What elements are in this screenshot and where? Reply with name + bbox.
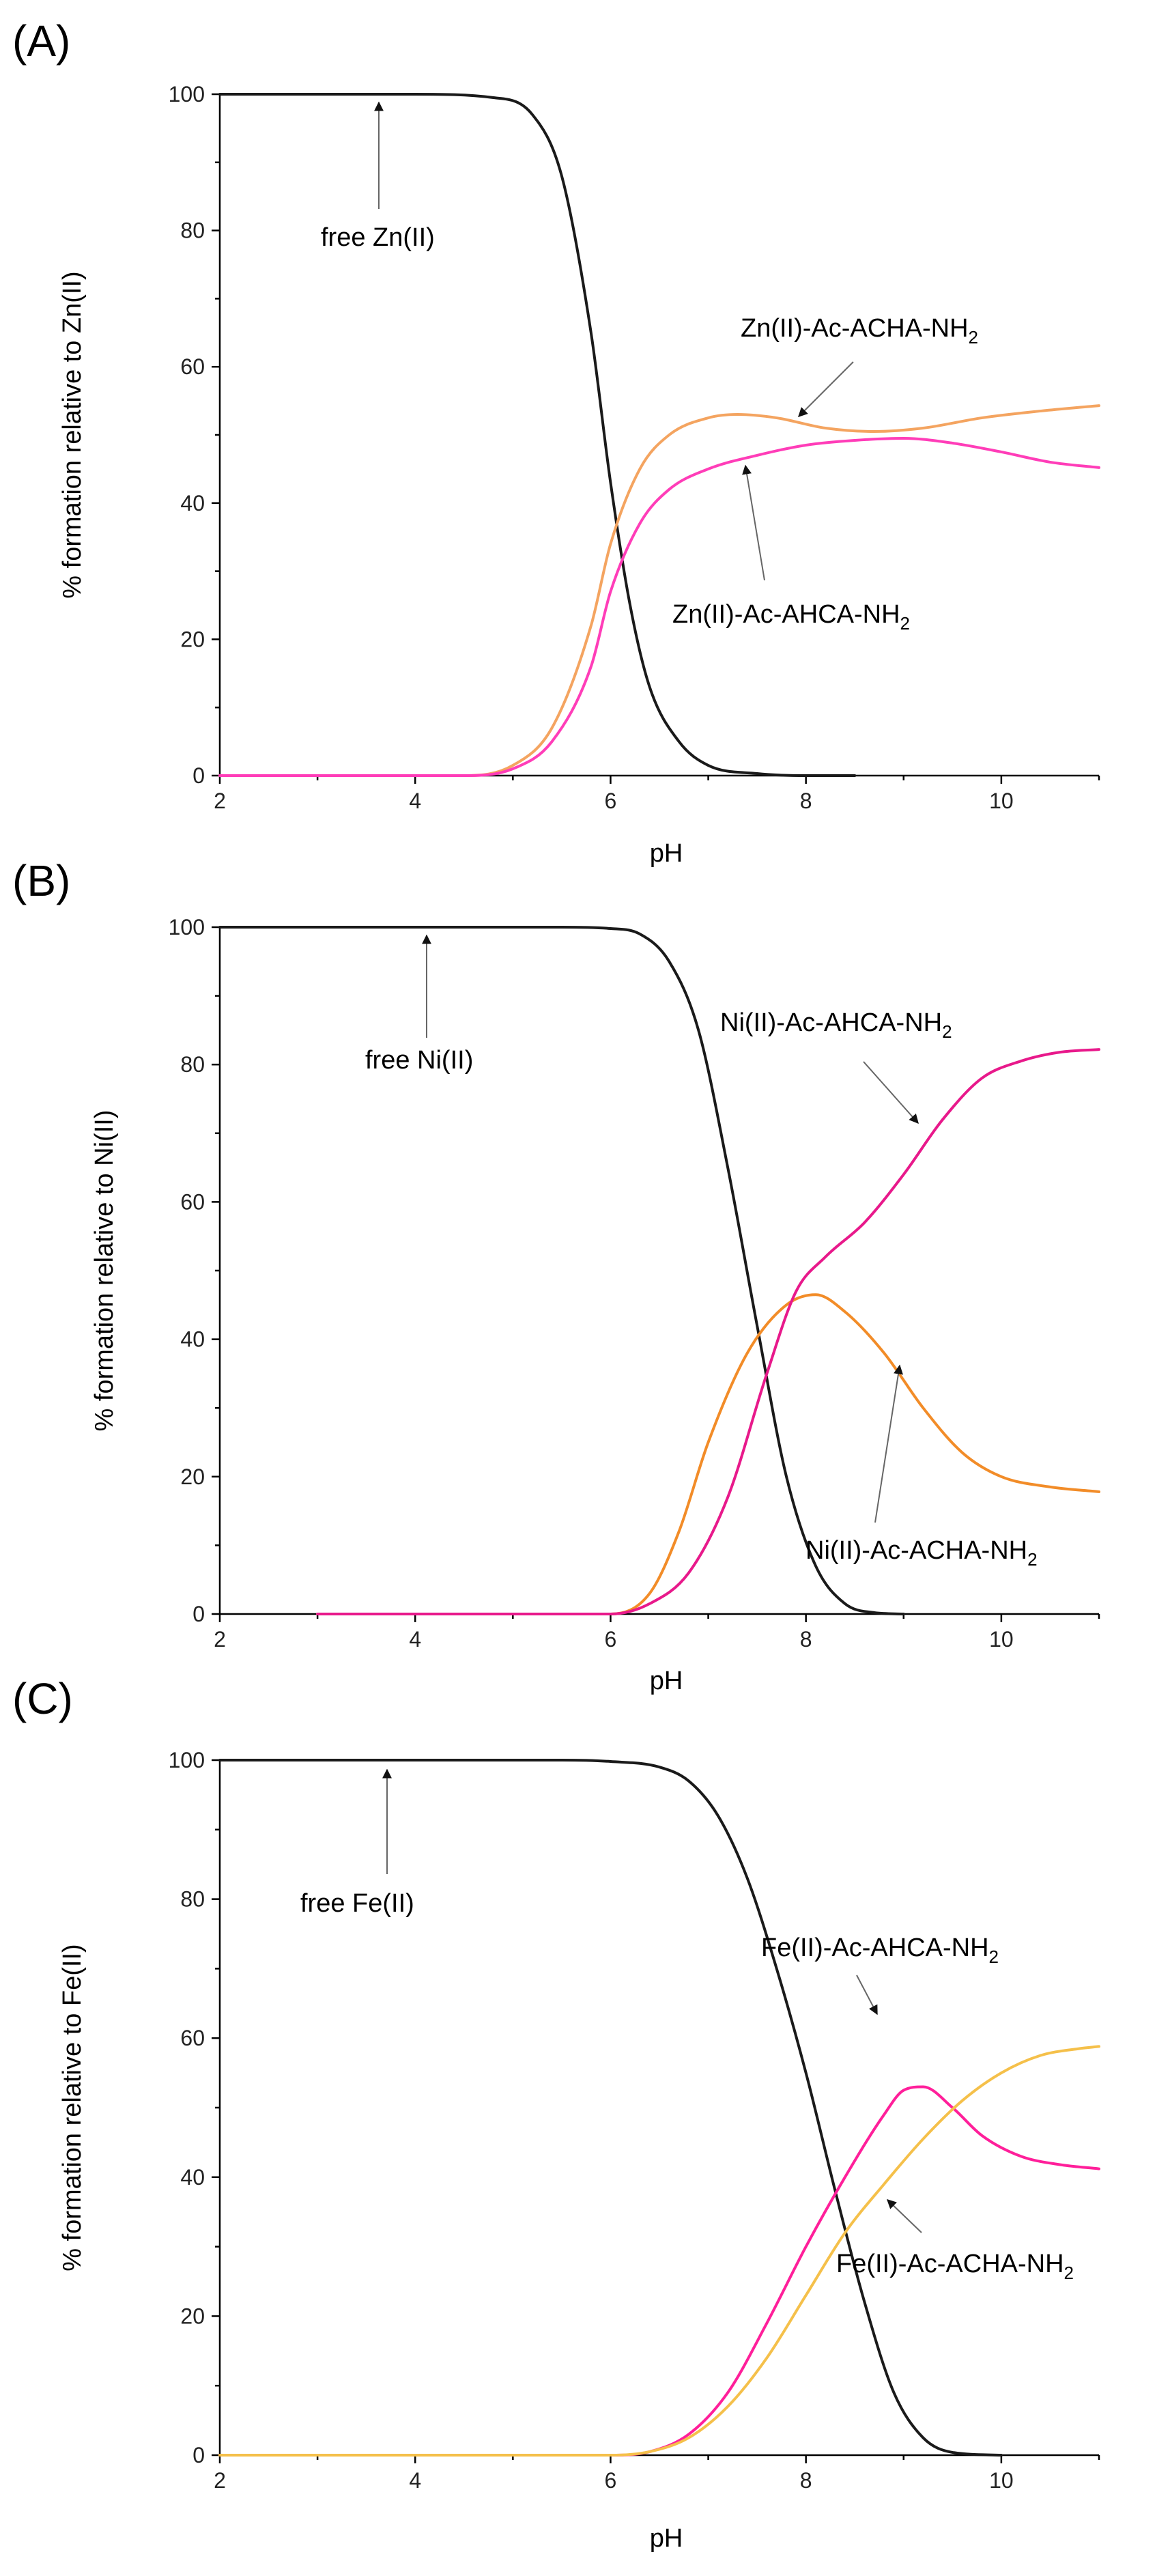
x-tick-label: 8 [800, 1627, 812, 1652]
x-tick-label: 6 [605, 2468, 617, 2493]
annotation-subscript: 2 [942, 1021, 952, 1042]
y-tick-label: 20 [180, 2304, 205, 2328]
annotation-subscript: 2 [900, 613, 910, 634]
y-tick-label: 60 [180, 354, 205, 379]
y-tick-label: 40 [180, 1327, 205, 1352]
y-tick-label: 100 [169, 82, 205, 107]
series-line-ni-ii-ac-acha-nh2 [316, 1293, 1100, 1616]
y-tick-label: 100 [169, 915, 205, 939]
panel-label: (B) [12, 856, 70, 905]
x-tick-label: 2 [214, 1627, 226, 1652]
series-line-zn-ii-ac-ahca-nh2 [218, 436, 1100, 778]
x-tick-label: 4 [409, 1627, 421, 1652]
annotation-arrow [886, 2199, 922, 2233]
x-tick-label: 4 [409, 789, 421, 813]
series-line-free-ni-ii [218, 925, 905, 1615]
annotation-label-free-zn-ii: free Zn(II) [321, 223, 435, 252]
y-tick-label: 0 [192, 763, 205, 788]
x-axis-label: pH [650, 2524, 683, 2553]
x-axis-label: pH [650, 1667, 683, 1695]
y-axis-label: % formation relative to Zn(II) [58, 271, 87, 598]
annotation-arrow [874, 1364, 903, 1523]
x-tick-label: 10 [989, 2468, 1014, 2493]
y-tick-label: 0 [192, 1602, 205, 1626]
x-tick-label: 8 [800, 789, 812, 813]
y-tick-label: 80 [180, 1887, 205, 1912]
panel-label: (A) [12, 16, 70, 66]
x-tick-label: 6 [605, 789, 617, 813]
y-tick-label: 60 [180, 1189, 205, 1214]
y-tick-label: 40 [180, 491, 205, 515]
y-tick-label: 40 [180, 2165, 205, 2190]
x-tick-label: 8 [800, 2468, 812, 2493]
annotation-label-free-ni-ii: free Ni(II) [365, 1046, 473, 1075]
annotation-label-ni-ii-ac-acha-nh2: Ni(II)-Ac-ACHA-NH2 [805, 1536, 1038, 1570]
annotation-arrow [863, 1061, 919, 1124]
x-tick-label: 10 [989, 1627, 1014, 1652]
annotation-label-fe-ii-ac-acha-nh2: Fe(II)-Ac-ACHA-NH2 [836, 2250, 1074, 2283]
annotation-label-ni-ii-ac-ahca-nh2: Ni(II)-Ac-AHCA-NH2 [720, 1008, 952, 1042]
x-tick-label: 2 [214, 789, 226, 813]
y-tick-label: 80 [180, 218, 205, 243]
annotation-label-fe-ii-ac-ahca-nh2: Fe(II)-Ac-AHCA-NH2 [761, 1934, 999, 1967]
y-tick-label: 60 [180, 2026, 205, 2050]
series-line-ni-ii-ac-ahca-nh2 [316, 1048, 1100, 1616]
annotation-arrow [742, 464, 765, 581]
annotation-subscript: 2 [969, 327, 978, 348]
y-tick-label: 0 [192, 2443, 205, 2467]
annotation-label-zn-ii-ac-ahca-nh2: Zn(II)-Ac-AHCA-NH2 [672, 600, 910, 634]
annotation-label-free-fe-ii: free Fe(II) [300, 1889, 414, 1918]
y-axis-label: % formation relative to Fe(II) [58, 1944, 87, 2271]
series-line-fe-ii-ac-acha-nh2 [218, 2045, 1100, 2457]
x-tick-label: 10 [989, 789, 1014, 813]
y-tick-label: 80 [180, 1052, 205, 1077]
annotation-subscript: 2 [989, 1947, 999, 1967]
x-tick-label: 4 [409, 2468, 421, 2493]
annotation-subscript: 2 [1027, 1549, 1037, 1570]
y-tick-label: 100 [169, 1748, 205, 1772]
series-line-free-fe-ii [218, 1758, 1003, 2457]
series-line-free-zn-ii [218, 92, 857, 778]
y-tick-label: 20 [180, 627, 205, 651]
panel-label: (C) [12, 1674, 73, 1723]
annotation-label-zn-ii-ac-acha-nh2: Zn(II)-Ac-ACHA-NH2 [741, 314, 978, 348]
x-axis-label: pH [650, 839, 683, 868]
x-tick-label: 2 [214, 2468, 226, 2493]
y-tick-label: 20 [180, 1464, 205, 1489]
series-line-zn-ii-ac-acha-nh2 [218, 404, 1100, 778]
x-tick-label: 6 [605, 1627, 617, 1652]
y-axis-label: % formation relative to Ni(II) [90, 1110, 119, 1432]
annotation-arrow [798, 361, 854, 417]
annotation-subscript: 2 [1064, 2263, 1074, 2283]
annotation-arrow [856, 1975, 878, 2015]
